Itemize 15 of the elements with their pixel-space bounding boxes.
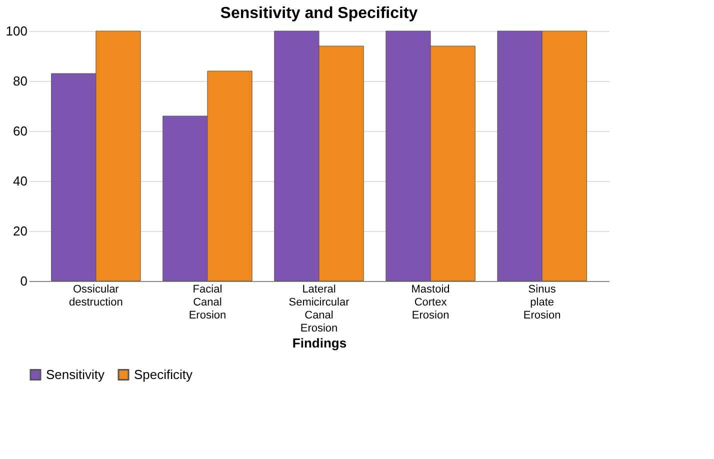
y-tick-label: 0: [20, 274, 28, 288]
x-tick-label: Sinus plate Erosion: [523, 284, 561, 322]
y-tick-label: 80: [13, 74, 28, 88]
y-tick-label: 40: [13, 174, 28, 188]
x-tick-label: Ossicular destruction: [69, 284, 123, 308]
x-axis-title: Findings: [292, 336, 347, 350]
legend-label: Specificity: [134, 366, 194, 382]
y-tick-label: 100: [6, 24, 28, 38]
y-tick-label: 20: [13, 224, 28, 238]
x-tick-label: Facial Canal Erosion: [188, 284, 226, 322]
x-tick-label: Mastoid Cortex Erosion: [411, 284, 450, 322]
x-tick-label: Lateral Semicircular Canal Erosion: [288, 284, 350, 334]
y-tick-label: 60: [13, 124, 28, 138]
chart-title: Sensitivity and Specificity: [220, 5, 418, 22]
legend-label: Sensitivity: [46, 366, 106, 382]
